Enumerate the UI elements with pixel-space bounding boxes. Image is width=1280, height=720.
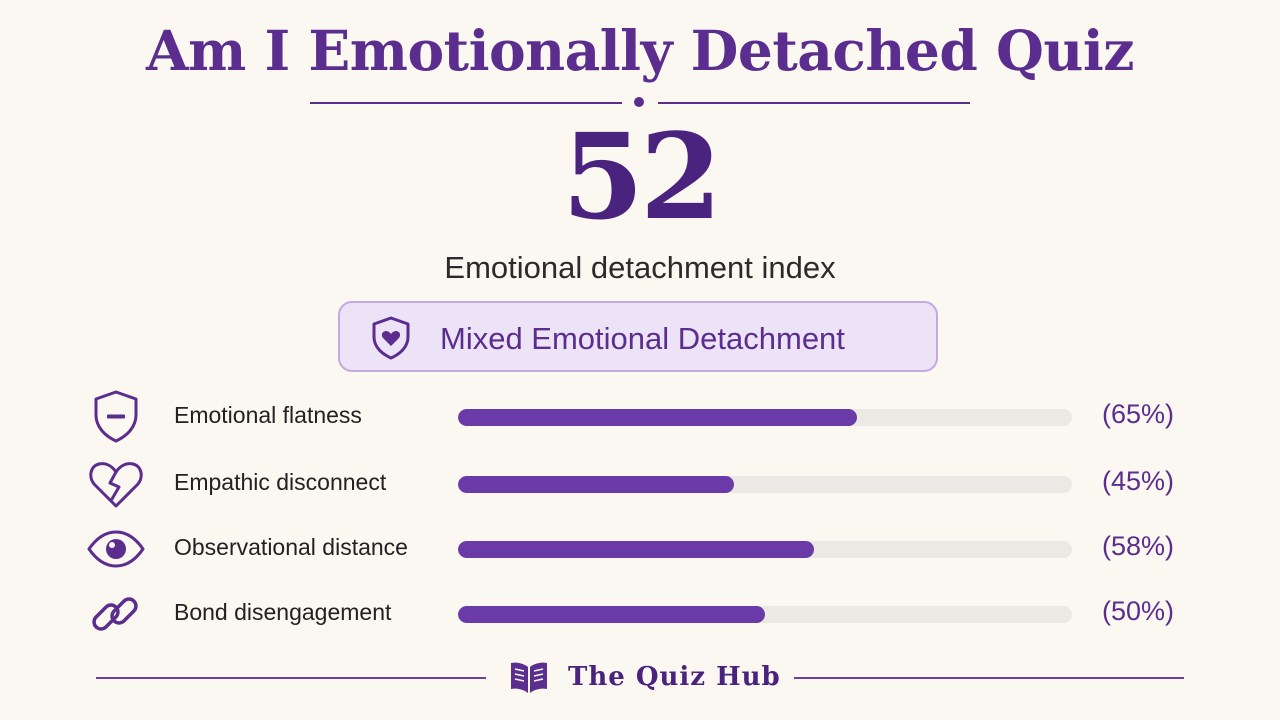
progress-fill <box>458 606 765 623</box>
progress-fill <box>458 409 858 426</box>
footer-line-left <box>96 677 486 679</box>
footer-brand: The Quiz Hub <box>568 662 781 692</box>
divider-line-left <box>310 102 622 104</box>
divider-dot <box>634 97 644 107</box>
progress-track <box>458 606 1072 623</box>
metric-percent: (45%) <box>1102 466 1175 496</box>
shield-minus-icon <box>94 390 138 443</box>
progress-track <box>458 409 1072 426</box>
score-label: Emotional detachment index <box>444 250 836 285</box>
metric-row-empathic-disconnect: Empathic disconnect (45%) <box>0 454 1280 514</box>
score-value: 52 <box>561 107 722 246</box>
broken-heart-icon <box>89 462 143 508</box>
page-title: Am I Emotionally Detached Quiz <box>145 18 1135 83</box>
divider-line-right <box>658 102 970 104</box>
metric-label: Empathic disconnect <box>174 469 387 495</box>
result-badge: Mixed Emotional Detachment <box>338 301 938 372</box>
progress-fill <box>458 541 815 558</box>
metric-row-emotional-flatness: Emotional flatness (65%) <box>0 387 1280 447</box>
result-badge-label: Mixed Emotional Detachment <box>440 321 845 356</box>
metric-label: Bond disengagement <box>174 599 392 625</box>
title-divider <box>310 94 970 110</box>
progress-track <box>458 476 1072 493</box>
eye-icon <box>87 530 145 568</box>
metric-row-bond-disengagement: Bond disengagement (50%) <box>0 584 1280 644</box>
open-book-icon <box>511 662 547 693</box>
shield-heart-icon <box>372 316 410 360</box>
progress-track <box>458 541 1072 558</box>
metric-label: Emotional flatness <box>174 402 362 428</box>
metric-percent: (65%) <box>1102 399 1175 429</box>
metric-percent: (58%) <box>1102 531 1175 561</box>
metric-label: Observational distance <box>174 534 408 560</box>
footer: The Quiz Hub <box>96 658 1184 698</box>
progress-fill <box>458 476 735 493</box>
metric-percent: (50%) <box>1102 596 1175 626</box>
metric-row-observational-distance: Observational distance (58%) <box>0 519 1280 579</box>
chain-link-icon <box>92 597 138 631</box>
footer-line-right <box>794 677 1184 679</box>
